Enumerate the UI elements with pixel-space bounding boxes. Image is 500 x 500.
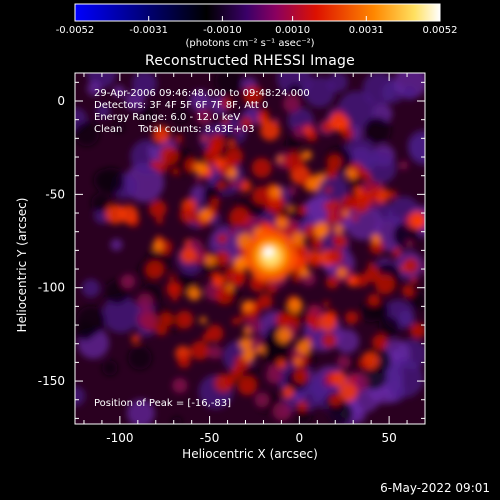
- chart-title: Reconstructed RHESSI Image: [145, 53, 355, 69]
- colorbar: [74, 3, 441, 22]
- colorbar-tick-label: -0.0031: [129, 25, 168, 36]
- annotation-peak: Position of Peak = [-16,-83]: [94, 398, 232, 409]
- colorbar-ticks: [74, 16, 441, 21]
- colorbar-unit-label: (photons cm⁻² s⁻¹ asec⁻²): [185, 38, 315, 49]
- annotation-clean: Clean Total counts: 8.63E+03: [94, 124, 255, 135]
- colorbar-tick-label: 0.0031: [348, 25, 384, 36]
- annotation-energy: Energy Range: 6.0 - 12.0 keV: [94, 112, 241, 123]
- y-axis-label: Heliocentric Y (arcsec): [15, 197, 29, 333]
- annotation-detectors: Detectors: 3F 4F 5F 6F 7F 8F, Att 0: [94, 100, 269, 111]
- heatmap-image: [75, 73, 425, 424]
- y-tick-label: -50: [45, 187, 65, 201]
- footer-date: 6-May-2022 09:01: [380, 481, 490, 495]
- plot-frame: [74, 72, 426, 425]
- y-tick-label: -150: [38, 374, 65, 388]
- x-axis-label: Heliocentric X (arcsec): [182, 447, 318, 461]
- colorbar-tick-label: 0.0052: [422, 25, 458, 36]
- y-tick-label: -100: [38, 281, 65, 295]
- colorbar-tick-label: -0.0010: [203, 25, 242, 36]
- colorbar-tick-label: 0.0010: [275, 25, 311, 36]
- x-tick-label: -100: [106, 431, 133, 445]
- y-tick-label: 0: [57, 94, 65, 108]
- x-tick-label: 50: [381, 431, 396, 445]
- colorbar-tick-label: -0.0052: [55, 25, 95, 36]
- annotation-time: 29-Apr-2006 09:46:48.000 to 09:48:24.000: [94, 88, 310, 99]
- x-tick-label: 0: [296, 431, 304, 445]
- x-tick-label: -50: [200, 431, 220, 445]
- colorbar-gradient: [74, 3, 441, 22]
